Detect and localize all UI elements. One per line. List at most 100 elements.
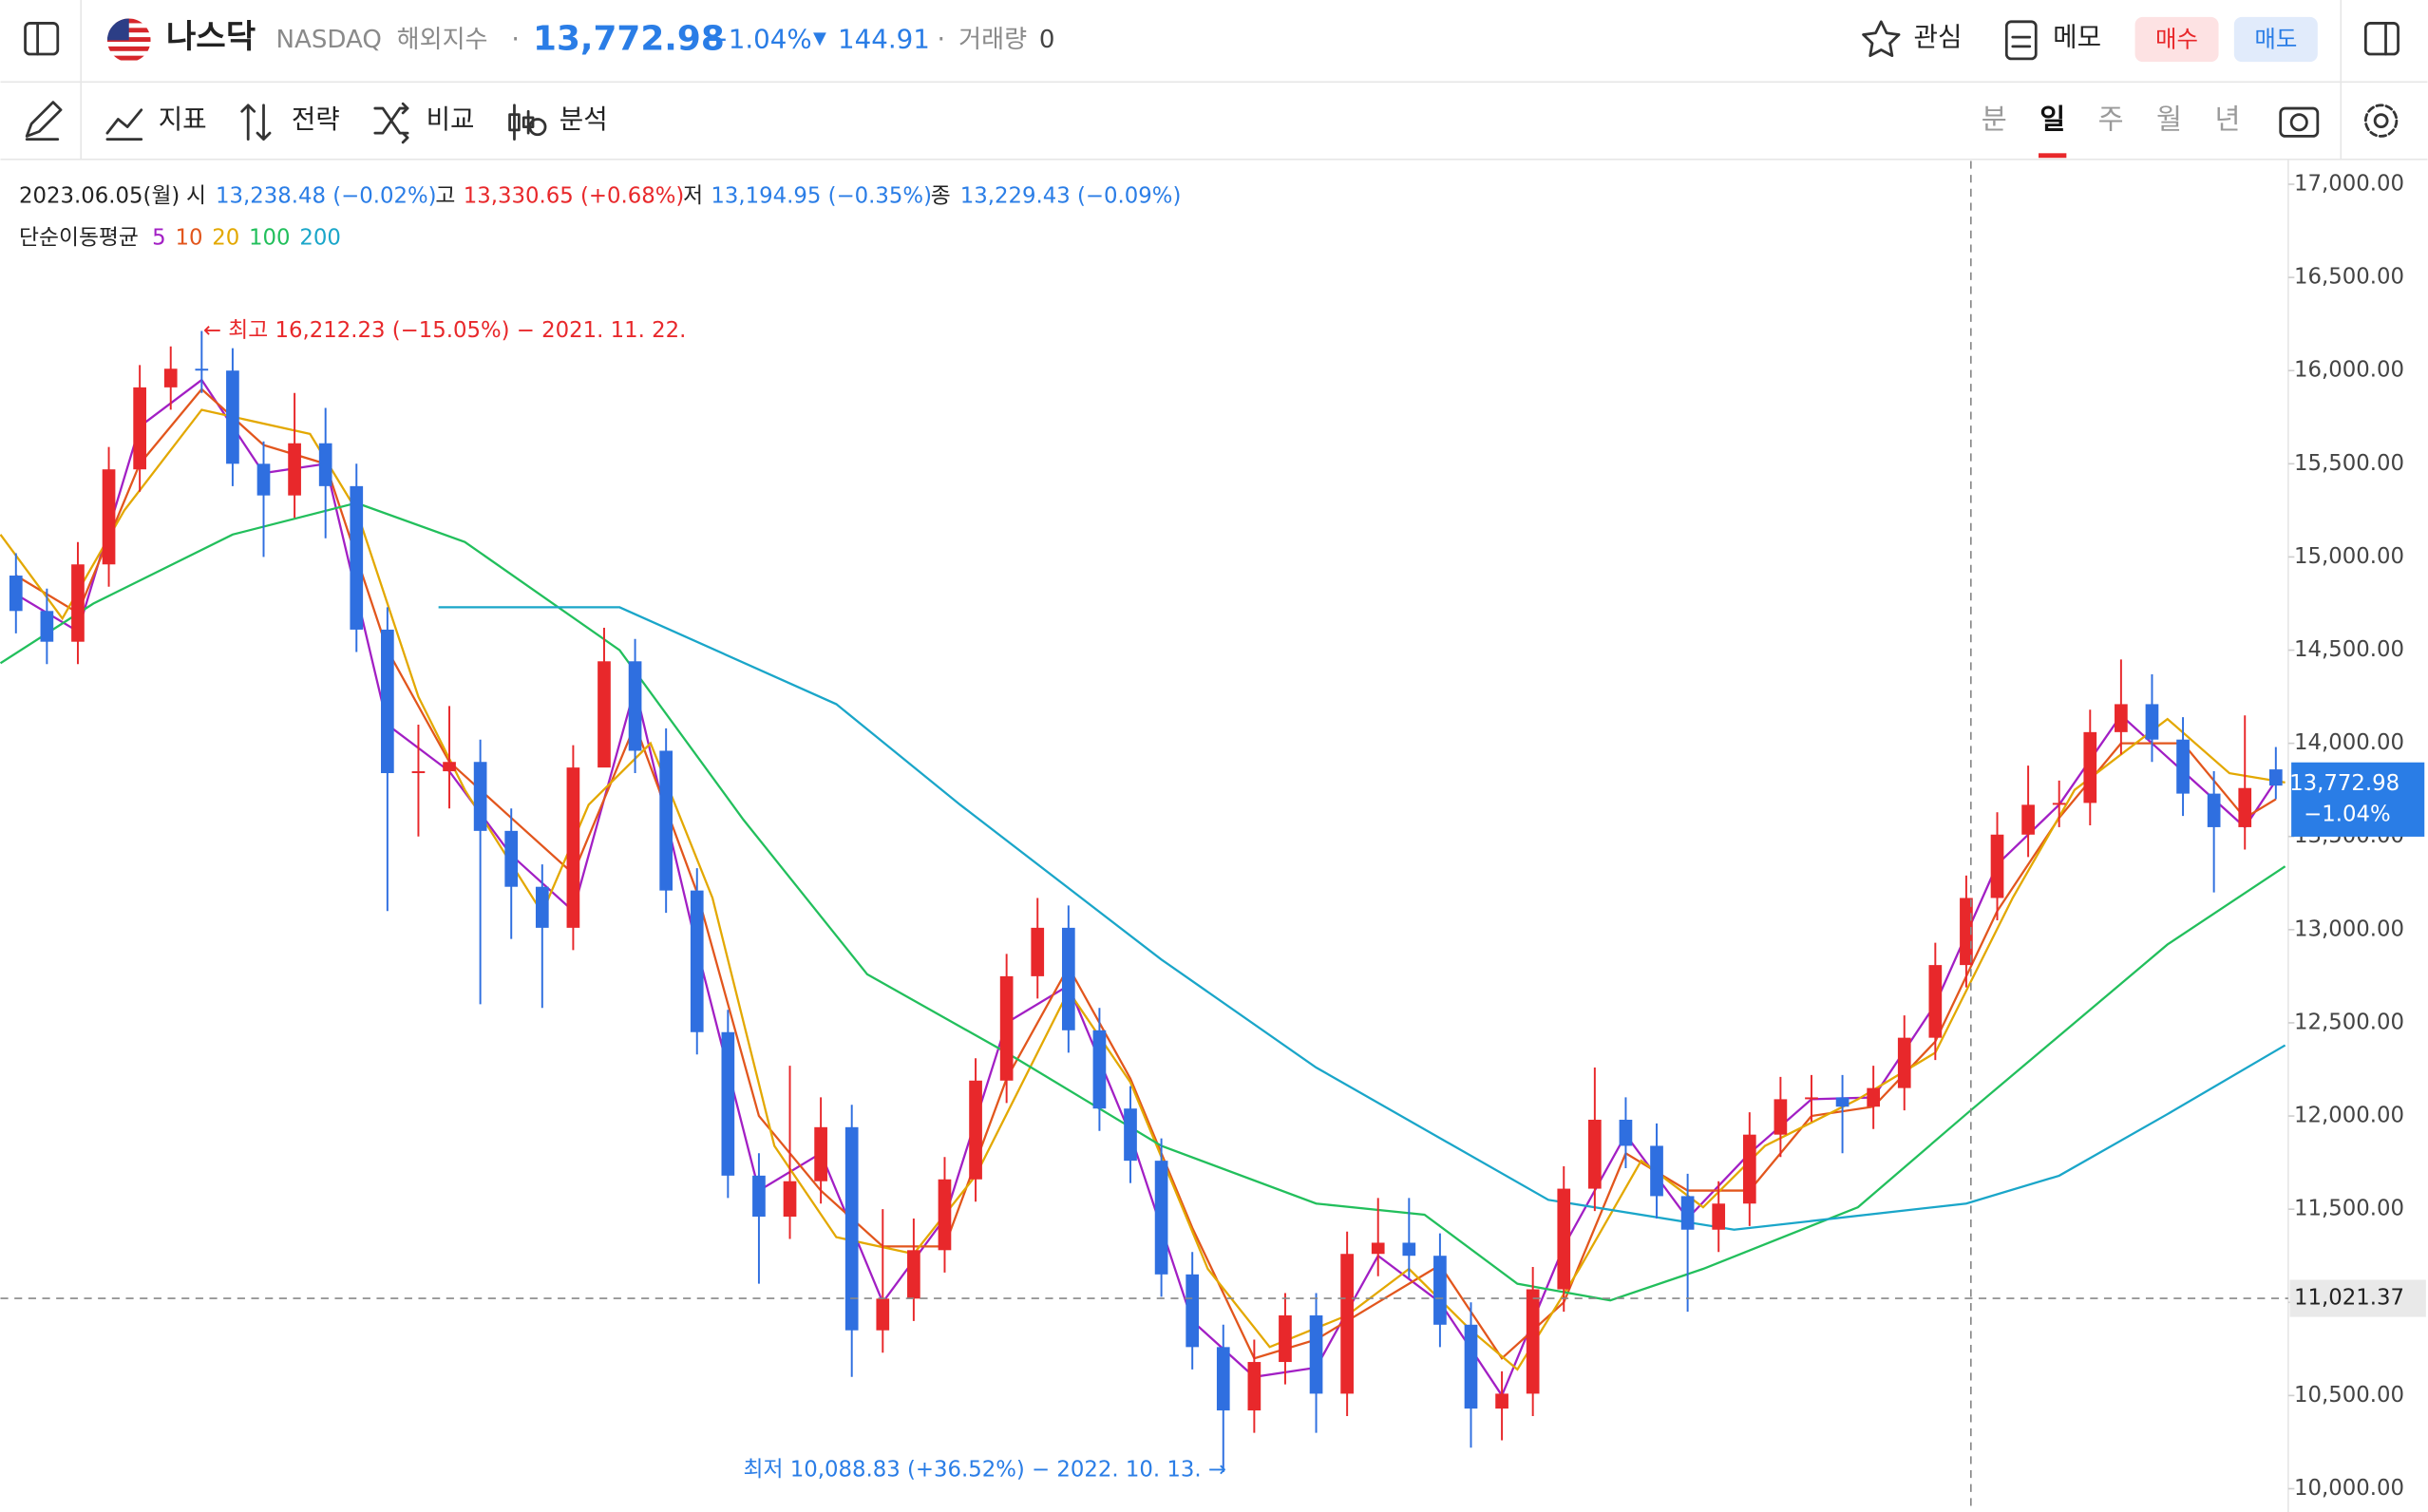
index-name: 나스닥 — [166, 18, 256, 56]
candle-body — [288, 443, 301, 496]
y-tick-label: 15,500.00 — [2294, 451, 2404, 476]
sidebar-toggle[interactable] — [24, 22, 60, 56]
tool-label: 비교 — [427, 104, 475, 135]
tool-label: 전략 — [292, 104, 340, 135]
candle-body — [535, 886, 549, 928]
candle-body — [133, 387, 146, 470]
sell-button[interactable]: 매도 — [2233, 16, 2318, 63]
high-annotation: ← 최고 16,212.23 (−15.05%) − 2021. 11. 22. — [203, 318, 686, 343]
change-arrow: ▾ — [813, 22, 826, 53]
y-tick-label: 13,000.00 — [2294, 917, 2404, 941]
candle-body — [1279, 1314, 1292, 1363]
period-button[interactable]: 년 — [2214, 104, 2240, 136]
y-tick-label: 10,000.00 — [2294, 1476, 2404, 1501]
screenshot-button[interactable] — [2279, 106, 2320, 138]
period-label: 년 — [2214, 104, 2240, 136]
period-button[interactable]: 분 — [1982, 104, 2007, 136]
candle-body — [381, 629, 394, 774]
candle-body — [443, 762, 456, 772]
candle-body — [1433, 1256, 1447, 1325]
strategy-tool[interactable]: 전략 — [240, 104, 340, 142]
last-price-label: 13,772.98 — [2289, 771, 2400, 796]
period-button[interactable]: 월 — [2156, 104, 2182, 136]
candle-body — [2115, 704, 2128, 732]
candle-body — [1557, 1188, 1571, 1290]
y-tick-label: 12,500.00 — [2294, 1010, 2404, 1034]
period-button[interactable]: 주 — [2098, 104, 2124, 136]
info-date: 2023.06.05(월) — [19, 183, 180, 208]
period-label: 일 — [2039, 104, 2065, 136]
info-open-label: 시 — [186, 183, 206, 208]
candle-body — [1092, 1030, 1107, 1109]
y-tick-label: 16,000.00 — [2294, 358, 2404, 383]
panel-toggle[interactable] — [2363, 22, 2400, 56]
candle-body — [814, 1126, 827, 1181]
analysis-tool[interactable]: 분석 — [508, 104, 608, 142]
candle-body — [1371, 1242, 1385, 1255]
candle-body — [1867, 1087, 1881, 1107]
candle-body — [566, 767, 580, 928]
candle-body — [783, 1181, 797, 1218]
y-tick-label: 17,000.00 — [2294, 171, 2404, 196]
candle-body — [1061, 927, 1075, 1030]
candle-body — [71, 564, 85, 642]
candle-body — [2207, 793, 2221, 827]
period-label: 주 — [2098, 104, 2124, 136]
candle-body — [1897, 1037, 1911, 1088]
candle-body — [752, 1175, 766, 1218]
sell-label: 매도 — [2254, 25, 2297, 52]
candle-body — [598, 661, 611, 768]
market: 해외지수 — [397, 26, 488, 54]
info-low-label: 저 — [683, 183, 703, 208]
candle-body — [1309, 1314, 1323, 1394]
candle-body — [2176, 739, 2190, 794]
memo-label: 메모 — [2053, 22, 2101, 53]
y-tick-label: 15,000.00 — [2294, 544, 2404, 569]
settings-button[interactable] — [2363, 104, 2399, 138]
buy-button[interactable]: 매수 — [2134, 16, 2219, 63]
candle-body — [659, 750, 673, 891]
sell-bg — [2233, 16, 2318, 63]
candle-body — [844, 1126, 859, 1331]
analysis-icon-lens — [528, 118, 547, 137]
sidebar-icon — [24, 22, 60, 56]
candle-body — [226, 370, 239, 464]
camera-lens — [2289, 113, 2308, 132]
legend-entry: 5 — [152, 225, 166, 250]
indicator-tool[interactable]: 지표 — [105, 104, 207, 142]
candle-body — [1680, 1196, 1695, 1230]
candle-body — [1928, 965, 1943, 1038]
crosshair-label-bg — [2289, 1279, 2426, 1317]
y-tick-label: 11,500.00 — [2294, 1197, 2404, 1221]
candle-body — [1526, 1289, 1540, 1394]
buy-bg — [2134, 16, 2219, 63]
memo-button[interactable]: 메모 — [2004, 20, 2101, 61]
candle-body — [1402, 1242, 1416, 1257]
candle-body — [1340, 1254, 1354, 1394]
candle-body — [1216, 1347, 1230, 1411]
panel-icon — [2363, 22, 2400, 56]
gear-outer — [2363, 104, 2399, 138]
candle-body — [473, 762, 487, 831]
y-tick-label: 16,500.00 — [2294, 265, 2404, 290]
compare-tool[interactable]: 비교 — [373, 102, 475, 144]
draw-tool[interactable] — [25, 101, 63, 142]
candle-body — [938, 1179, 952, 1251]
period-button[interactable]: 일 — [2039, 104, 2067, 159]
info-close-label: 종 — [931, 183, 951, 208]
strategy-icon — [240, 104, 272, 142]
candle-body — [102, 469, 116, 565]
legend-entry: 10 — [175, 225, 202, 250]
candle-body — [1650, 1145, 1663, 1197]
watch-button[interactable]: 관심 — [1862, 20, 1963, 58]
candle-body — [1835, 1097, 1849, 1107]
volume-label: 거래량 — [958, 26, 1027, 54]
candle-body — [1031, 927, 1045, 976]
info-low: 13,194.95 (−0.35%) — [711, 183, 932, 208]
indicator-icon — [105, 108, 143, 142]
y-tick-label: 14,500.00 — [2294, 637, 2404, 662]
candle-body — [350, 485, 364, 630]
candle-body — [163, 369, 178, 387]
